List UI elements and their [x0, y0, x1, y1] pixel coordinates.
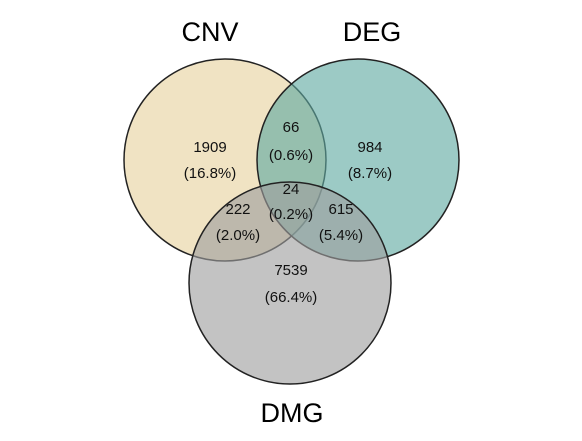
- cnv-dmg-percent: (2.0%): [216, 227, 260, 244]
- deg-only-percent: (8.7%): [348, 165, 392, 182]
- deg-dmg-percent: (5.4%): [319, 227, 363, 244]
- all-three-percent: (0.2%): [269, 206, 313, 223]
- dmg-set-circle: [188, 181, 392, 385]
- cnv-deg-percent: (0.6%): [269, 147, 313, 164]
- deg-dmg-count: 615: [328, 201, 353, 218]
- cnv-dmg-count: 222: [225, 201, 250, 218]
- dmg-only-percent: (66.4%): [265, 289, 318, 306]
- deg-only-count: 984: [357, 139, 382, 156]
- deg-set-label: DEG: [343, 17, 402, 47]
- dmg-only-count: 7539: [274, 262, 307, 279]
- dmg-set-label: DMG: [261, 398, 324, 428]
- cnv-only-percent: (16.8%): [184, 165, 237, 182]
- cnv-set-label: CNV: [181, 17, 238, 47]
- all-three-count: 24: [283, 181, 300, 198]
- cnv-deg-count: 66: [283, 119, 300, 136]
- cnv-only-count: 1909: [193, 139, 226, 156]
